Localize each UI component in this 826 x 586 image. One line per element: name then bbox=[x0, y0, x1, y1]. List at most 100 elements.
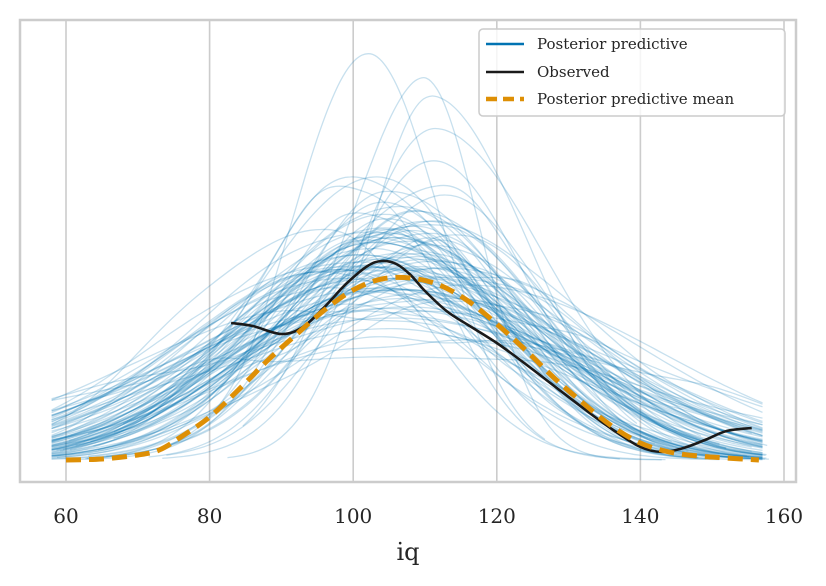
pp-draw-line bbox=[97, 209, 766, 456]
pp-draw-line bbox=[51, 240, 763, 456]
pp-draw-line bbox=[51, 261, 720, 458]
pp-draw-line bbox=[51, 278, 763, 448]
pp-draw-line bbox=[51, 252, 763, 459]
pp-draw-line bbox=[51, 287, 763, 457]
pp-draw-line bbox=[51, 227, 698, 459]
pp-draw-line bbox=[51, 271, 763, 451]
pp-draw-line bbox=[51, 236, 720, 456]
pp-draw-line bbox=[51, 307, 763, 447]
pp-draw-line bbox=[51, 268, 741, 459]
pp-draw-line bbox=[162, 127, 702, 459]
pp-draw-line bbox=[51, 265, 763, 457]
pp-draw-line bbox=[51, 267, 763, 459]
pp-draw-line bbox=[51, 228, 763, 459]
pp-draw-line bbox=[122, 185, 662, 461]
pp-draw-line bbox=[79, 190, 672, 461]
pp-draw-line bbox=[51, 256, 752, 457]
pp-draw-line bbox=[113, 184, 750, 458]
legend-label-posterior-predictive-mean: Posterior predictive mean bbox=[537, 90, 734, 108]
pp-draw-line bbox=[51, 254, 763, 457]
pp-draw-line bbox=[51, 228, 666, 461]
pp-draw-line bbox=[51, 309, 763, 456]
pp-draw-line bbox=[51, 260, 763, 449]
pp-draw-line bbox=[86, 212, 658, 460]
pp-draw-line bbox=[51, 254, 752, 451]
pp-draw-line bbox=[51, 297, 763, 448]
pp-draw-line bbox=[90, 210, 727, 459]
pp-draw-line bbox=[51, 336, 763, 441]
x-tick-label-120: 120 bbox=[478, 504, 516, 528]
pp-draw-line bbox=[51, 290, 763, 444]
pp-draw-line bbox=[51, 220, 763, 460]
pp-draw-line bbox=[51, 237, 763, 454]
x-tick-label-100: 100 bbox=[334, 504, 372, 528]
pp-draw-line bbox=[51, 268, 763, 458]
pp-draw-line bbox=[51, 244, 763, 459]
pp-draw-line bbox=[51, 288, 763, 443]
pp-draw-line bbox=[90, 232, 769, 460]
pp-draw-line bbox=[51, 289, 763, 438]
pp-draw-line bbox=[56, 269, 768, 451]
pp-draw-line bbox=[51, 258, 763, 451]
pp-draw-line bbox=[59, 176, 685, 453]
pp-draw-line bbox=[51, 289, 763, 442]
pp-draw-line bbox=[75, 253, 765, 460]
pp-draw-line bbox=[56, 239, 704, 459]
pp-draw-line bbox=[51, 297, 763, 448]
x-tick-label-80: 80 bbox=[197, 504, 222, 528]
pp-draw-line bbox=[51, 356, 763, 419]
pp-draw-line bbox=[51, 266, 720, 461]
pp-draw-line bbox=[51, 287, 763, 448]
pp-draw-line bbox=[51, 241, 763, 455]
pp-draw-line bbox=[242, 76, 620, 460]
pp-draw-line bbox=[51, 258, 655, 453]
pp-draw-line bbox=[51, 289, 763, 446]
x-tick-label-160: 160 bbox=[765, 504, 803, 528]
pp-draw-line bbox=[51, 236, 763, 457]
posterior-predictive-mean-line bbox=[65, 274, 760, 463]
pp-draw-line bbox=[51, 266, 763, 458]
legend: Posterior predictive Observed Posterior … bbox=[478, 28, 786, 117]
series-lines bbox=[65, 259, 760, 463]
pp-draw-line bbox=[148, 160, 677, 458]
pp-draw-line bbox=[51, 287, 763, 443]
pp-draw-line bbox=[51, 339, 763, 441]
pp-draw-line bbox=[64, 231, 711, 460]
pp-draw-line bbox=[51, 247, 763, 460]
pp-draw-line bbox=[51, 264, 763, 452]
pp-draw-line bbox=[62, 229, 699, 458]
pp-draw-line bbox=[166, 234, 727, 456]
pp-draw-line bbox=[113, 213, 707, 460]
x-tick-label-60: 60 bbox=[53, 504, 78, 528]
pp-draw-line bbox=[227, 95, 638, 459]
pp-draw-line bbox=[165, 194, 748, 457]
legend-label-observed: Observed bbox=[537, 63, 610, 81]
pp-draw-line bbox=[51, 267, 763, 457]
pp-draw-line bbox=[51, 237, 752, 458]
pp-draw-line bbox=[51, 310, 763, 426]
pp-draw-line bbox=[156, 53, 546, 451]
x-axis-label: iq bbox=[396, 538, 419, 566]
pp-draw-line bbox=[51, 284, 763, 455]
pp-draw-line bbox=[93, 225, 697, 459]
axes-frame bbox=[18, 18, 798, 484]
pp-draw-line bbox=[51, 241, 720, 451]
pp-draw-line bbox=[51, 306, 763, 442]
pp-draw-line bbox=[51, 303, 763, 442]
legend-frame bbox=[478, 28, 786, 117]
pp-draw-line bbox=[51, 239, 763, 456]
pp-draw-line bbox=[51, 310, 763, 441]
pp-draw-line bbox=[51, 231, 763, 461]
pp-draw-line bbox=[87, 224, 767, 459]
pp-draw-line bbox=[68, 205, 737, 458]
pp-draw-line bbox=[51, 258, 763, 448]
pp-draw-line bbox=[51, 327, 763, 440]
x-tick-labels: 60 80 100 120 140 160 bbox=[53, 504, 803, 528]
legend-label-posterior-predictive: Posterior predictive bbox=[537, 35, 688, 53]
pp-draw-line bbox=[69, 176, 685, 457]
pp-draw-line bbox=[51, 228, 709, 458]
posterior-predictive-draws bbox=[51, 53, 769, 461]
pp-draw-line bbox=[51, 300, 763, 456]
x-tick-label-140: 140 bbox=[621, 504, 659, 528]
